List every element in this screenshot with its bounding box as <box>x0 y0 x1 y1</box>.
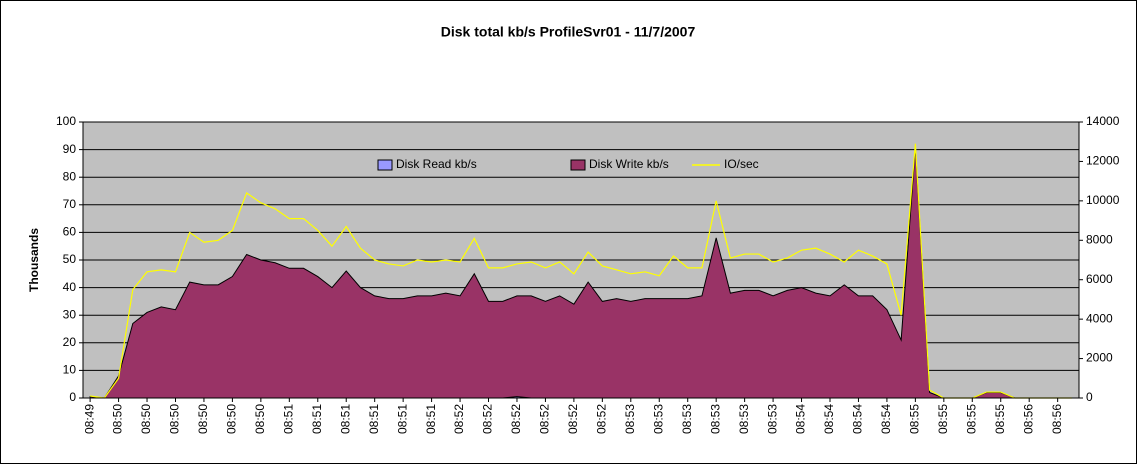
x-tick-label: 08:54 <box>822 404 836 434</box>
x-tick-label: 08:50 <box>111 404 125 434</box>
x-tick-label: 08:50 <box>196 404 210 434</box>
legend-swatch <box>377 159 393 171</box>
x-tick-label: 08:50 <box>253 404 267 434</box>
x-tick-label: 08:53 <box>651 404 665 434</box>
y-tick-label: 90 <box>63 142 77 156</box>
x-tick-label: 08:51 <box>367 404 381 434</box>
y2-tick-label: 14000 <box>1086 114 1120 128</box>
x-tick-label: 08:56 <box>1021 404 1035 434</box>
y2-tick-label: 4000 <box>1086 311 1113 325</box>
x-tick-label: 08:54 <box>879 404 893 434</box>
y-tick-label: 0 <box>69 390 76 404</box>
x-tick-label: 08:55 <box>964 404 978 434</box>
x-tick-label: 08:51 <box>281 404 295 434</box>
x-tick-label: 08:53 <box>708 404 722 434</box>
x-tick-label: 08:49 <box>82 404 96 434</box>
x-tick-label: 08:52 <box>452 404 466 434</box>
y2-tick-label: 2000 <box>1086 351 1113 365</box>
x-tick-label: 08:53 <box>623 404 637 434</box>
y2-tick-label: 6000 <box>1086 272 1113 286</box>
y-tick-label: 60 <box>63 225 77 239</box>
legend-label: IO/sec <box>724 157 759 171</box>
x-tick-label: 08:51 <box>424 404 438 434</box>
y2-tick-label: 12000 <box>1086 154 1120 168</box>
x-tick-label: 08:50 <box>225 404 239 434</box>
x-tick-label: 08:54 <box>794 404 808 434</box>
x-tick-label: 08:52 <box>509 404 523 434</box>
y-tick-label: 80 <box>63 169 77 183</box>
x-tick-label: 08:56 <box>1050 404 1064 434</box>
line <box>90 143 1072 399</box>
y-axis-label: Thousands <box>27 228 41 292</box>
legend-swatch <box>570 159 586 171</box>
legend-label: Disk Write kb/s <box>589 157 669 171</box>
x-tick-label: 08:54 <box>851 404 865 434</box>
legend-label: Disk Read kb/s <box>396 157 477 171</box>
y-tick-label: 10 <box>63 363 77 377</box>
x-tick-label: 08:53 <box>765 404 779 434</box>
x-tick-label: 08:51 <box>310 404 324 434</box>
x-tick-label: 08:52 <box>538 404 552 434</box>
y-tick-label: 30 <box>63 307 77 321</box>
x-tick-label: 08:53 <box>680 404 694 434</box>
x-tick-label: 08:51 <box>395 404 409 434</box>
y-tick-label: 40 <box>63 280 77 294</box>
x-tick-label: 08:53 <box>737 404 751 434</box>
y-tick-label: 100 <box>56 114 76 128</box>
x-tick-label: 08:50 <box>139 404 153 434</box>
x-tick-label: 08:51 <box>338 404 352 434</box>
y2-tick-label: 8000 <box>1086 232 1113 246</box>
chart-title: Disk total kb/s ProfileSvr01 - 11/7/2007 <box>441 24 696 40</box>
x-tick-label: 08:55 <box>993 404 1007 434</box>
y-tick-label: 20 <box>63 335 77 349</box>
y-tick-label: 50 <box>63 252 77 266</box>
y2-tick-label: 10000 <box>1086 193 1120 207</box>
x-tick-label: 08:50 <box>168 404 182 434</box>
y2-tick-label: 0 <box>1086 390 1093 404</box>
y-tick-label: 70 <box>63 197 77 211</box>
x-tick-label: 08:55 <box>908 404 922 434</box>
x-tick-label: 08:52 <box>481 404 495 434</box>
x-tick-label: 08:52 <box>595 404 609 434</box>
x-tick-label: 08:52 <box>566 404 580 434</box>
x-tick-label: 08:55 <box>936 404 950 434</box>
